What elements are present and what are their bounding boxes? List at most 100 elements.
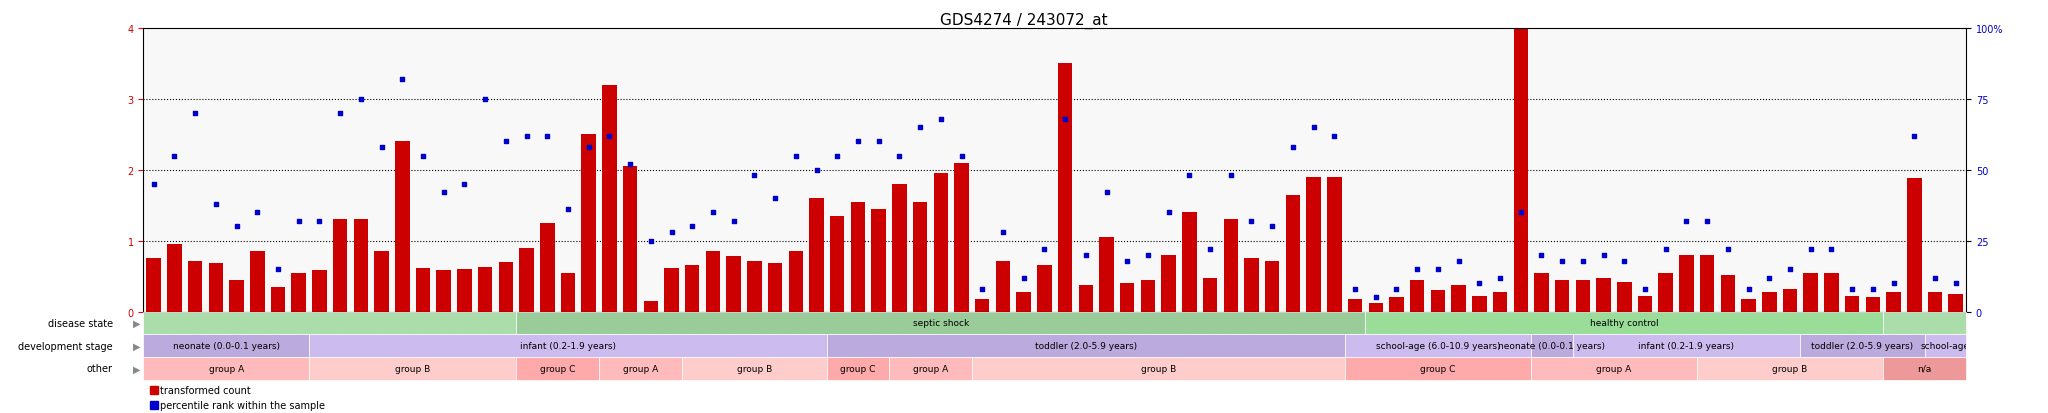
Bar — [707, 252, 721, 312]
Point — [1567, 258, 1599, 264]
Bar — [1575, 280, 1589, 312]
Point — [1401, 266, 1434, 273]
Point — [199, 201, 231, 208]
Point — [614, 161, 647, 168]
Text: other: other — [86, 363, 113, 374]
Point — [1153, 209, 1186, 216]
FancyBboxPatch shape — [1698, 357, 1884, 380]
Bar — [1638, 296, 1653, 312]
Point — [1442, 258, 1475, 264]
Point — [1669, 218, 1702, 225]
Point — [1712, 246, 1745, 253]
Bar — [1245, 259, 1260, 312]
Bar — [1866, 298, 1880, 312]
Bar — [788, 252, 803, 312]
Bar — [1036, 266, 1051, 312]
Bar — [1825, 273, 1839, 312]
Text: healthy control: healthy control — [1589, 319, 1659, 328]
Bar — [395, 142, 410, 312]
Point — [408, 153, 440, 159]
Bar — [1223, 220, 1239, 312]
FancyBboxPatch shape — [143, 335, 309, 357]
Point — [1421, 266, 1454, 273]
Bar — [1202, 278, 1217, 312]
Text: school-age (6.0-10.9 years): school-age (6.0-10.9 years) — [1376, 342, 1499, 350]
Point — [1069, 252, 1102, 259]
Bar — [209, 264, 223, 312]
Point — [344, 96, 377, 103]
Point — [1049, 116, 1081, 123]
Bar — [229, 280, 244, 312]
Bar — [1120, 283, 1135, 312]
Point — [530, 133, 563, 140]
Bar — [291, 273, 305, 312]
Point — [1214, 173, 1247, 179]
Text: septic shock: septic shock — [913, 319, 969, 328]
Text: group C: group C — [840, 364, 877, 373]
Point — [903, 125, 936, 131]
Bar — [1327, 178, 1341, 312]
Bar — [684, 266, 700, 312]
Text: group B: group B — [1141, 364, 1176, 373]
Point — [1794, 246, 1827, 253]
Point — [1608, 258, 1640, 264]
FancyBboxPatch shape — [1884, 357, 1966, 380]
Text: ▶: ▶ — [133, 318, 141, 328]
Bar — [188, 261, 203, 312]
Point — [283, 218, 315, 225]
Point — [1835, 286, 1868, 292]
Text: ▶: ▶ — [133, 363, 141, 374]
Bar — [1473, 296, 1487, 312]
FancyBboxPatch shape — [827, 357, 889, 380]
Point — [758, 195, 791, 202]
Bar — [1452, 285, 1466, 312]
Bar — [270, 287, 285, 312]
FancyBboxPatch shape — [516, 357, 598, 380]
Bar — [1907, 179, 1921, 312]
Point — [469, 96, 502, 103]
Text: school-age: school-age — [1921, 342, 1970, 350]
Point — [676, 223, 709, 230]
Bar — [1493, 292, 1507, 312]
FancyBboxPatch shape — [1346, 335, 1532, 357]
Bar — [809, 199, 823, 312]
Text: group A: group A — [209, 364, 244, 373]
Point — [1110, 258, 1143, 264]
Point — [883, 153, 915, 159]
Bar — [375, 252, 389, 312]
Point — [1483, 275, 1516, 281]
Bar — [1409, 280, 1425, 312]
Text: group A: group A — [623, 364, 657, 373]
Point — [780, 153, 813, 159]
Point — [178, 110, 211, 117]
FancyBboxPatch shape — [598, 357, 682, 380]
Point — [571, 145, 604, 151]
Point — [428, 190, 461, 196]
Point — [221, 223, 254, 230]
Bar — [1513, 0, 1528, 312]
Bar — [147, 259, 162, 312]
Text: neonate (0.0-0.1 years): neonate (0.0-0.1 years) — [1499, 342, 1606, 350]
FancyBboxPatch shape — [682, 357, 827, 380]
Point — [1380, 286, 1413, 292]
Bar — [1286, 195, 1300, 312]
Bar — [1100, 237, 1114, 312]
Point — [1319, 133, 1352, 140]
Bar — [1700, 255, 1714, 312]
Point — [510, 133, 543, 140]
Bar — [354, 220, 369, 312]
Bar — [1266, 261, 1280, 312]
Bar — [602, 85, 616, 312]
Point — [1753, 275, 1786, 281]
Bar — [1886, 292, 1901, 312]
Point — [385, 76, 418, 83]
Text: development stage: development stage — [18, 341, 113, 351]
Bar — [954, 163, 969, 312]
Point — [137, 181, 170, 188]
Point — [635, 238, 668, 244]
Bar — [477, 267, 492, 312]
Point — [1774, 266, 1806, 273]
Bar — [311, 271, 328, 312]
Bar — [168, 244, 182, 312]
Bar — [436, 271, 451, 312]
